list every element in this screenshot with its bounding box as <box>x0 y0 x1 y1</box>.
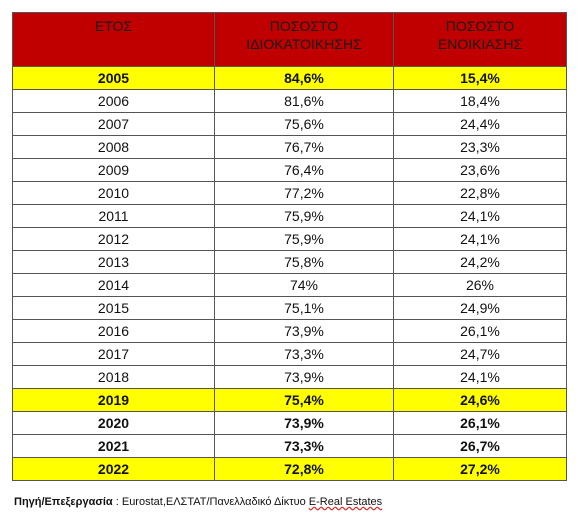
table-row: 2016 73,9% 26,1% <box>12 319 567 343</box>
year-cell: 2017 <box>12 342 215 366</box>
percent-cell: 23,3% <box>393 135 567 159</box>
table-row: 2005 84,6% 15,4% <box>12 66 567 90</box>
year-cell: 2012 <box>12 227 215 251</box>
percent-cell: 77,2% <box>214 181 394 205</box>
percent-cell: 24,1% <box>393 365 567 389</box>
percent-cell: 24,1% <box>393 227 567 251</box>
percent-cell: 76,7% <box>214 135 394 159</box>
table-row: 2022 72,8% 27,2% <box>12 457 567 481</box>
table-row: 2020 73,9% 26,1% <box>12 411 567 435</box>
percent-cell: 84,6% <box>214 66 394 90</box>
percent-cell: 23,6% <box>393 158 567 182</box>
year-cell: 2018 <box>12 365 215 389</box>
percent-cell: 26,7% <box>393 434 567 458</box>
percent-cell: 73,3% <box>214 434 394 458</box>
percent-cell: 73,9% <box>214 411 394 435</box>
percent-cell: 72,8% <box>214 457 394 481</box>
percent-cell: 73,9% <box>214 365 394 389</box>
percent-cell: 18,4% <box>393 89 567 113</box>
percent-cell: 73,9% <box>214 319 394 343</box>
percent-cell: 24,4% <box>393 112 567 136</box>
percent-cell: 75,6% <box>214 112 394 136</box>
year-cell: 2019 <box>12 388 215 412</box>
table-row: 2021 73,3% 26,7% <box>12 434 567 458</box>
table-body: 2005 84,6% 15,4% 2006 81,6% 18,4% 2007 75,6% 24,… <box>12 66 567 481</box>
year-cell: 2013 <box>12 250 215 274</box>
year-cell: 2020 <box>12 411 215 435</box>
year-cell: 2022 <box>12 457 215 481</box>
percent-cell: 22,8% <box>393 181 567 205</box>
table-row: 2006 81,6% 18,4% <box>12 89 567 113</box>
percent-cell: 75,9% <box>214 227 394 251</box>
header-row: ΕΤΟΣ ΠΟΣΟΣΤΟ ΙΔΙΟΚΑΤΟΙΚΗΣΗΣ ΠΟΣΟΣΤΟ ΕΝΟΙ… <box>12 12 567 67</box>
source-text: : Eurostat,ΕΛΣΤΑΤ/Πανελλαδικό Δίκτυο <box>112 496 309 508</box>
table-row: 2011 75,9% 24,1% <box>12 204 567 228</box>
table-row: 2019 75,4% 24,6% <box>12 388 567 412</box>
table-row: 2007 75,6% 24,4% <box>12 112 567 136</box>
source-label: Πηγή/Επεξεργασία <box>14 496 113 508</box>
percent-cell: 24,1% <box>393 204 567 228</box>
year-cell: 2021 <box>12 434 215 458</box>
year-cell: 2014 <box>12 273 215 297</box>
data-table: ΕΤΟΣ ΠΟΣΟΣΤΟ ΙΔΙΟΚΑΤΟΙΚΗΣΗΣ ΠΟΣΟΣΤΟ ΕΝΟΙ… <box>12 12 567 481</box>
percent-cell: 73,3% <box>214 342 394 366</box>
table-header: ΕΤΟΣ ΠΟΣΟΣΤΟ ΙΔΙΟΚΑΤΟΙΚΗΣΗΣ ΠΟΣΟΣΤΟ ΕΝΟΙ… <box>12 12 567 67</box>
percent-cell: 27,2% <box>393 457 567 481</box>
year-cell: 2010 <box>12 181 215 205</box>
year-cell: 2008 <box>12 135 215 159</box>
year-cell: 2016 <box>12 319 215 343</box>
percent-cell: 24,2% <box>393 250 567 274</box>
table-row: 2009 76,4% 23,6% <box>12 158 567 182</box>
percent-cell: 76,4% <box>214 158 394 182</box>
percent-cell: 75,4% <box>214 388 394 412</box>
table-row: 2012 75,9% 24,1% <box>12 227 567 251</box>
year-cell: 2009 <box>12 158 215 182</box>
table-row: 2017 73,3% 24,7% <box>12 342 567 366</box>
year-cell: 2011 <box>12 204 215 228</box>
header-cell: ΠΟΣΟΣΤΟ ΙΔΙΟΚΑΤΟΙΚΗΣΗΣ <box>214 12 394 67</box>
table-row: 2018 73,9% 24,1% <box>12 365 567 389</box>
percent-cell: 75,8% <box>214 250 394 274</box>
percent-cell: 26,1% <box>393 319 567 343</box>
percent-cell: 24,7% <box>393 342 567 366</box>
percent-cell: 75,9% <box>214 204 394 228</box>
percent-cell: 81,6% <box>214 89 394 113</box>
year-cell: 2007 <box>12 112 215 136</box>
percent-cell: 24,9% <box>393 296 567 320</box>
source-link: E-Real Estates <box>308 496 383 508</box>
source-note: Πηγή/Επεξεργασία : Eurostat,ΕΛΣΤΑΤ/Πανελ… <box>14 496 382 508</box>
table-row: 2014 74% 26% <box>12 273 567 297</box>
year-cell: 2006 <box>12 89 215 113</box>
percent-cell: 75,1% <box>214 296 394 320</box>
percent-cell: 15,4% <box>393 66 567 90</box>
percent-cell: 26% <box>393 273 567 297</box>
header-cell: ΠΟΣΟΣΤΟ ΕΝΟΙΚΙΑΣΗΣ <box>393 12 567 67</box>
year-cell: 2015 <box>12 296 215 320</box>
percent-cell: 74% <box>214 273 394 297</box>
header-cell: ΕΤΟΣ <box>12 12 215 67</box>
table-row: 2013 75,8% 24,2% <box>12 250 567 274</box>
percent-cell: 24,6% <box>393 388 567 412</box>
table-row: 2010 77,2% 22,8% <box>12 181 567 205</box>
table-row: 2008 76,7% 23,3% <box>12 135 567 159</box>
year-cell: 2005 <box>12 66 215 90</box>
percent-cell: 26,1% <box>393 411 567 435</box>
table-row: 2015 75,1% 24,9% <box>12 296 567 320</box>
